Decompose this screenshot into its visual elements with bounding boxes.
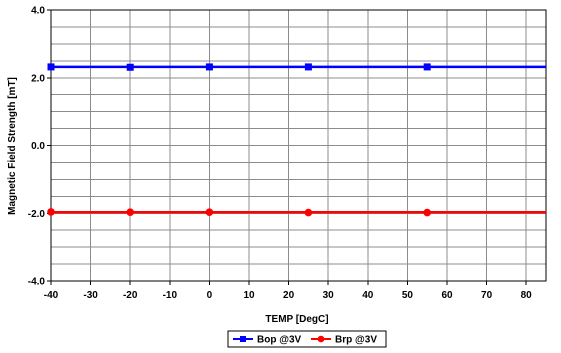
- x-axis-title: TEMP [DegC]: [265, 314, 328, 325]
- x-tick-label: 30: [323, 290, 335, 301]
- axes: [47, 9, 547, 285]
- grid: [50, 9, 546, 282]
- data-point: [47, 208, 55, 216]
- data-point: [423, 63, 431, 71]
- y-tick-label: 2.0: [31, 73, 45, 84]
- x-tick-label: -20: [123, 290, 138, 301]
- data-point: [304, 208, 313, 217]
- legend-label: Bop @3V: [257, 335, 302, 346]
- x-tick-label: 50: [402, 290, 414, 301]
- legend-marker: [317, 335, 325, 343]
- data-point: [205, 208, 214, 217]
- legend-marker: [240, 336, 246, 342]
- data-point: [126, 208, 134, 217]
- x-tick-label: 70: [481, 290, 493, 301]
- x-tick-label: 0: [207, 290, 213, 301]
- y-tick-label: -2.0: [28, 209, 46, 220]
- tick-labels: 4.0 2.0 0.0 -2.0 -4.0 -40 -30 -20 -10 0 10 20 30 40 50…: [28, 6, 532, 302]
- x-tick-label: -30: [83, 290, 98, 301]
- plot-series: [47, 63, 546, 217]
- x-tick-label: 10: [243, 290, 255, 301]
- x-tick-label: 20: [283, 290, 295, 301]
- y-axis-title: Magnetic Field Strength [mT]: [7, 77, 18, 215]
- series-2: [47, 208, 546, 217]
- legend-item-2: Brp @3V: [311, 335, 377, 346]
- data-point: [423, 208, 432, 217]
- legend: Bop @3V Brp @3V: [227, 330, 387, 348]
- x-tick-label: -10: [163, 290, 178, 301]
- y-tick-label: 4.0: [31, 6, 45, 17]
- x-tick-label: 80: [521, 290, 533, 301]
- y-tick-label: 0.0: [31, 141, 45, 152]
- data-point: [47, 63, 55, 71]
- x-tick-label: 40: [362, 290, 374, 301]
- y-tick-label: -4.0: [28, 277, 46, 288]
- x-tick-label: -40: [44, 290, 59, 301]
- data-point: [126, 63, 134, 71]
- legend-item-1: Bop @3V: [233, 335, 302, 346]
- x-tick-label: 60: [441, 290, 453, 301]
- legend-box: [227, 330, 387, 348]
- data-point: [304, 63, 312, 71]
- data-point: [205, 63, 213, 71]
- legend-label: Brp @3V: [335, 335, 377, 346]
- series-1: [47, 63, 546, 71]
